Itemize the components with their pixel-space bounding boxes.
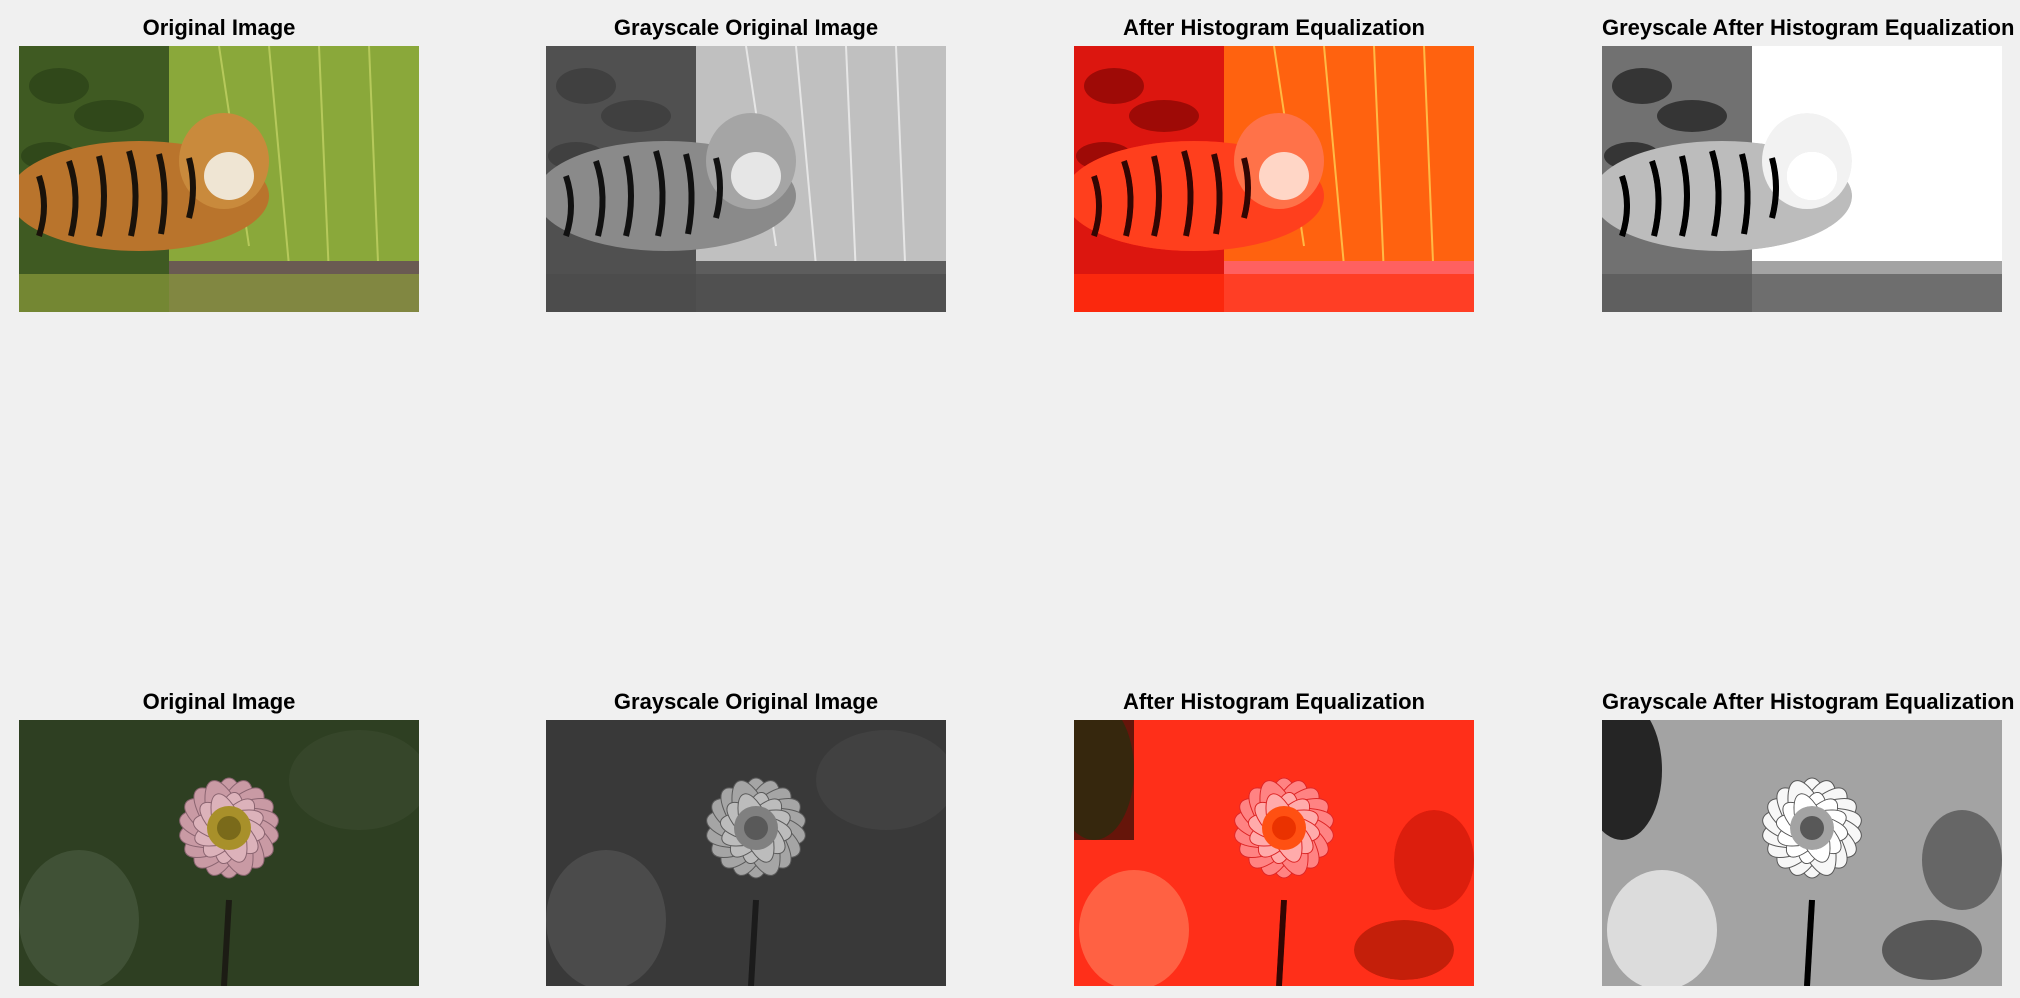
tiger-image: [1074, 46, 1474, 312]
dahlia-image-graphic: [1074, 720, 1474, 986]
panel-dahlia-equalized: After Histogram Equalization: [1074, 684, 1474, 986]
tiger-image: [1602, 46, 2002, 312]
panel-tiger-original: Original Image: [19, 10, 419, 312]
dahlia-image: [19, 720, 419, 986]
tiger-image-graphic: [19, 46, 419, 312]
dahlia-image-graphic: [19, 720, 419, 986]
tiger-image: [19, 46, 419, 312]
tiger-image-graphic: [1074, 46, 1474, 312]
panel-dahlia-grayscale: Grayscale Original Image: [546, 684, 946, 986]
dahlia-image: [1602, 720, 2002, 986]
dahlia-image: [1074, 720, 1474, 986]
tiger-image-graphic: [546, 46, 946, 312]
dahlia-image: [546, 720, 946, 986]
panel-dahlia-equalized-grayscale: Grayscale After Histogram Equalization: [1602, 684, 2015, 986]
tiger-image-graphic: [1602, 46, 2002, 312]
panel-title: Grayscale Original Image: [613, 689, 879, 714]
panel-title: Original Image: [142, 689, 296, 714]
panel-title: Greyscale After Histogram Equalization: [1602, 15, 2015, 40]
panel-dahlia-original: Original Image: [19, 684, 419, 986]
panel-title: Grayscale Original Image: [613, 15, 879, 40]
panel-title: After Histogram Equalization: [1123, 689, 1425, 714]
panel-tiger-grayscale: Grayscale Original Image: [546, 10, 946, 312]
dahlia-image-graphic: [546, 720, 946, 986]
panel-tiger-equalized: After Histogram Equalization: [1074, 10, 1474, 312]
tiger-image: [546, 46, 946, 312]
panel-tiger-equalized-grayscale: Greyscale After Histogram Equalization: [1602, 10, 2015, 312]
panel-title: After Histogram Equalization: [1123, 15, 1425, 40]
panel-title: Grayscale After Histogram Equalization: [1602, 689, 2015, 714]
dahlia-image-graphic: [1602, 720, 2002, 986]
panel-title: Original Image: [142, 15, 296, 40]
